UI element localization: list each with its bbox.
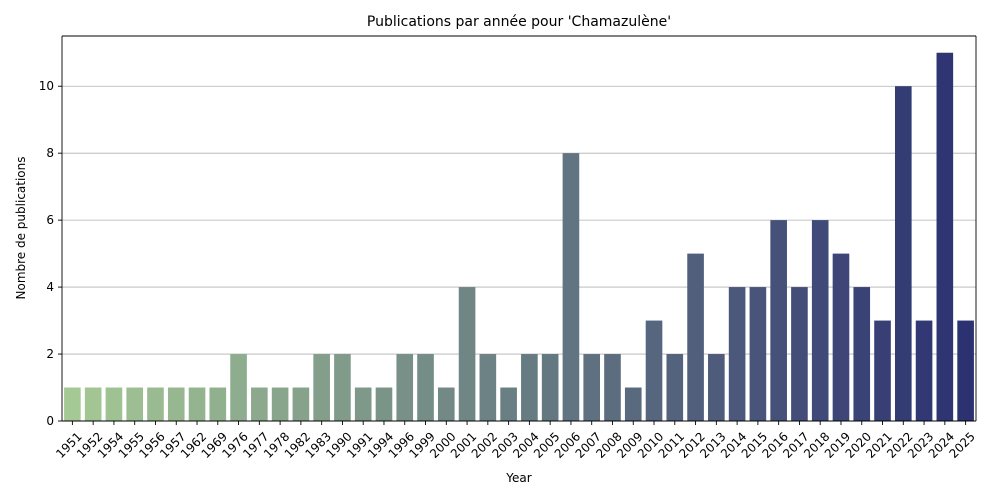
bar-1976 (230, 354, 247, 421)
bar-2008 (604, 354, 621, 421)
y-tick-label-0: 0 (46, 414, 54, 428)
bar-2009 (624, 387, 642, 421)
bar-1994 (375, 387, 393, 421)
bar-1982 (292, 387, 310, 421)
bar-1956 (147, 387, 164, 421)
bar-1955 (126, 387, 144, 421)
y-tick-label-8: 8 (46, 146, 54, 160)
bar-1991 (354, 387, 372, 421)
bar-1983 (313, 354, 330, 421)
bar-2004 (521, 354, 538, 421)
bar-2010 (645, 320, 663, 421)
bar-2002 (479, 354, 497, 421)
bar-2016 (770, 220, 787, 421)
bar-2012 (687, 253, 704, 421)
bar-2011 (666, 354, 684, 421)
bar-2022 (894, 86, 912, 421)
y-ticks: 0 2 4 6 8 10 (39, 79, 62, 428)
y-tick-label-4: 4 (46, 280, 54, 294)
bar-2006 (562, 153, 580, 421)
chart-title: Publications par année pour 'Chamazulène… (367, 14, 671, 30)
bar-1951 (64, 387, 81, 421)
y-axis-label: Nombre de publications (14, 156, 28, 299)
bar-2015 (749, 287, 767, 421)
bars (64, 52, 974, 421)
bar-2000 (437, 387, 455, 421)
bar-2001 (458, 287, 476, 421)
bar-1999 (417, 354, 434, 421)
bar-2025 (957, 320, 974, 421)
bar-2020 (853, 287, 871, 421)
bar-1969 (209, 387, 227, 421)
y-tick-label-2: 2 (46, 347, 54, 361)
bar-1977 (251, 387, 268, 421)
x-ticks: 1951195219541955195619571962196919761977… (53, 421, 978, 461)
bar-1978 (271, 387, 289, 421)
bar-2018 (811, 220, 829, 421)
bar-1957 (167, 387, 185, 421)
x-axis-label: Year (505, 471, 531, 485)
bar-2021 (874, 320, 891, 421)
bar-2024 (936, 52, 954, 421)
bar-1954 (105, 387, 123, 421)
bar-2019 (832, 253, 850, 421)
bar-2003 (500, 387, 517, 421)
y-tick-label-6: 6 (46, 213, 54, 227)
bar-2007 (583, 354, 601, 421)
bar-1962 (188, 387, 206, 421)
bar-2023 (915, 320, 933, 421)
bar-2017 (791, 287, 808, 421)
axes (61, 35, 977, 422)
bar-2005 (541, 354, 559, 421)
bar-1996 (396, 354, 414, 421)
bar-2013 (708, 354, 725, 421)
bar-1952 (84, 387, 102, 421)
bar-1990 (334, 354, 351, 421)
y-tick-label-10: 10 (39, 79, 54, 93)
bar-2014 (728, 287, 746, 421)
